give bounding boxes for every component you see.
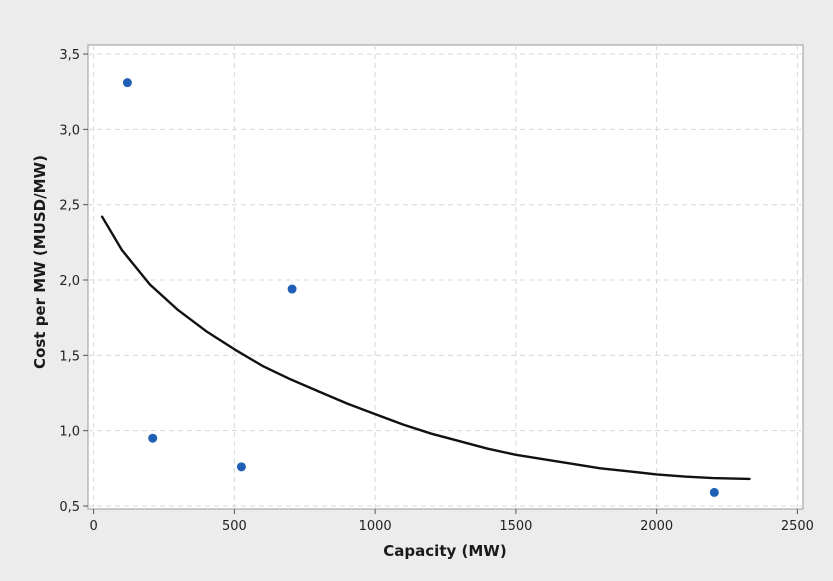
x-tick-label: 2500 [781,519,814,534]
y-tick-label: 0,5 [59,500,80,515]
x-tick-label: 2000 [640,519,673,534]
x-tick-label: 500 [222,519,247,534]
y-tick-label: 1,0 [59,425,80,440]
data-point [236,462,246,472]
x-axis-title: Capacity (MW) [383,542,506,560]
data-point [148,433,158,443]
plot-area [87,44,804,510]
fit-curve-layer [100,215,751,481]
y-tick-label: 3,0 [59,123,80,138]
axes: 0 500 1000 1500 2000 2500 0,5 1,0 1,5 2,0 2,5 3,0 3,… [59,48,814,534]
y-tick-label: 1,5 [59,349,80,364]
x-tick-label: 0 [89,519,97,534]
x-tick-label: 1000 [359,519,392,534]
y-tick-label: 2,0 [59,274,80,289]
data-point [287,284,297,294]
grid-lines [88,45,803,509]
data-point [122,78,132,88]
data-points [122,78,719,497]
y-axis-title: Cost per MW (MUSD/MW) [31,155,49,369]
x-tick-label: 1500 [499,519,532,534]
data-point [709,487,719,497]
y-tick-label: 2,5 [59,199,80,214]
fit-curve [100,215,751,481]
y-tick-label: 3,5 [59,48,80,63]
